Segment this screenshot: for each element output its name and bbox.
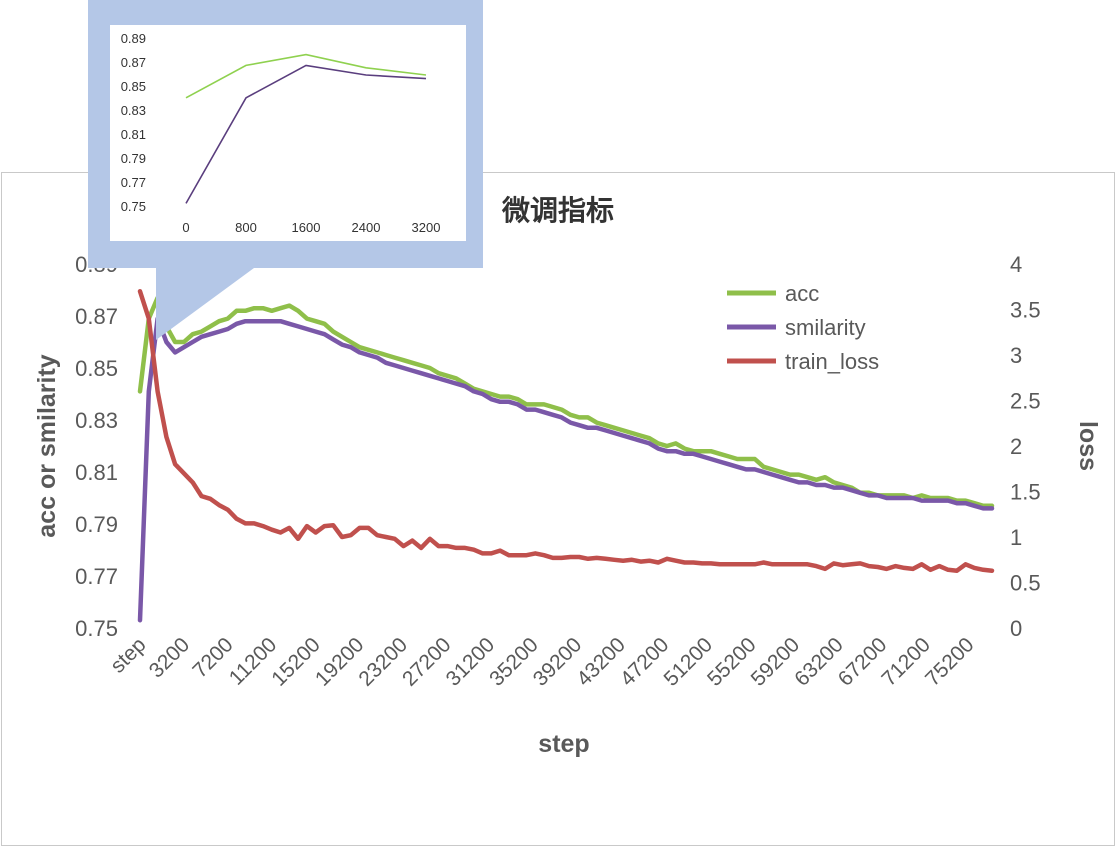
inset-series-group: [185, 53, 427, 204]
series-line-train-loss: [137, 289, 995, 573]
y2-tick-label: 3.5: [1010, 298, 1041, 323]
inset-x-tick-label: 0: [182, 220, 189, 235]
y-tick-label: 0.77: [75, 564, 118, 589]
inset-x-tick-label: 800: [235, 220, 257, 235]
zoom-callout: 0.75 0.77 0.79 0.81 0.83 0.85 0.87 0.89 0 800 160…: [88, 0, 483, 340]
y2-tick-label: 2.5: [1010, 389, 1041, 414]
y-tick-label: 0.75: [75, 616, 118, 641]
inset-series-line-2: [185, 64, 427, 204]
left-y-tick-labels: 0.750.770.790.810.830.850.870.89: [75, 252, 118, 641]
inset-y-tick-label: 0.77: [121, 175, 146, 190]
y-axis-label: acc or smilarity: [33, 354, 61, 538]
inset-x-tick-label: 2400: [352, 220, 381, 235]
series-line-smilarity: [137, 316, 995, 623]
y2-tick-label: 4: [1010, 252, 1022, 277]
y2-tick-label: 0: [1010, 616, 1022, 641]
inset-y-tick-labels: 0.75 0.77 0.79 0.81 0.83 0.85 0.87 0.89: [121, 31, 146, 214]
legend-label-smilarity: smilarity: [785, 315, 866, 340]
y-tick-label: 0.87: [75, 304, 118, 329]
y2-axis-label: loss: [1074, 421, 1102, 471]
x-axis-label: step: [538, 730, 589, 758]
series-line-acc: [137, 295, 995, 509]
legend: acc smilarity train_loss: [727, 281, 879, 374]
inset-y-tick-label: 0.85: [121, 79, 146, 94]
inset-y-tick-label: 0.81: [121, 127, 146, 142]
main-series-group: [137, 289, 995, 623]
inset-x-tick-label: 3200: [412, 220, 441, 235]
y2-tick-label: 0.5: [1010, 571, 1041, 596]
inset-y-tick-label: 0.79: [121, 151, 146, 166]
y2-tick-label: 2: [1010, 434, 1022, 459]
inset-y-tick-label: 0.83: [121, 103, 146, 118]
inset-y-tick-label: 0.87: [121, 55, 146, 70]
y-tick-label: 0.81: [75, 460, 118, 485]
inset-x-tick-labels: 0 800 1600 2400 3200: [182, 220, 440, 235]
y2-tick-label: 1: [1010, 525, 1022, 550]
y2-tick-label: 1.5: [1010, 480, 1041, 505]
y-tick-label: 0.85: [75, 356, 118, 381]
legend-label-train-loss: train_loss: [785, 349, 879, 374]
right-y-tick-labels: 0 0.5 1 1.5 2 2.5 3 3.5 4: [1010, 252, 1041, 641]
inset-x-tick-label: 1600: [292, 220, 321, 235]
legend-label-acc: acc: [785, 281, 819, 306]
inset-y-tick-label: 0.75: [121, 199, 146, 214]
inset-series-line-1: [185, 53, 427, 99]
inset-y-tick-label: 0.89: [121, 31, 146, 46]
inset-chart-background: [110, 25, 466, 241]
y-tick-label: 0.83: [75, 408, 118, 433]
chart-title: 微调指标: [501, 195, 614, 226]
y-tick-label: 0.79: [75, 512, 118, 537]
y2-tick-label: 3: [1010, 343, 1022, 368]
